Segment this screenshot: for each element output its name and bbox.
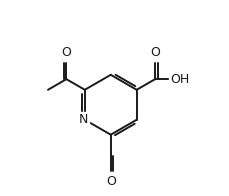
Text: OH: OH bbox=[170, 73, 189, 86]
Text: O: O bbox=[150, 46, 159, 59]
Text: O: O bbox=[105, 175, 115, 188]
Text: N: N bbox=[79, 113, 88, 126]
Text: O: O bbox=[61, 46, 71, 59]
